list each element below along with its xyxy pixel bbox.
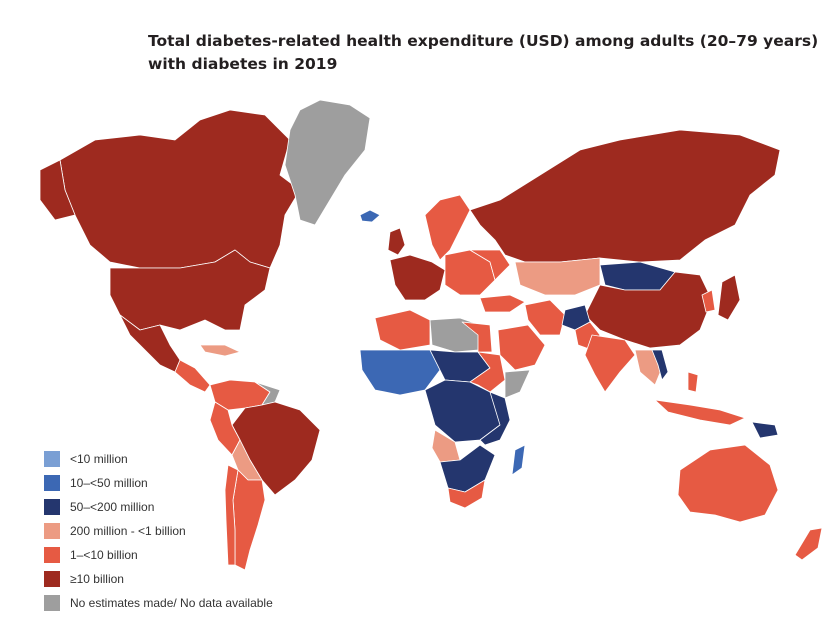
region-new-zealand — [794, 527, 823, 561]
legend-label: 200 million - <1 billion — [70, 524, 186, 538]
region-indonesia — [654, 399, 746, 426]
region-japan — [717, 274, 741, 321]
region-madagascar — [511, 444, 526, 476]
region-india — [584, 334, 636, 393]
region-western-europe — [389, 254, 446, 301]
region-ukraine — [469, 249, 511, 281]
map-title-line-2: with diabetes in 2019 — [148, 55, 338, 73]
legend-item-50-200m: 50–<200 million — [44, 495, 273, 519]
map-title-line-1: Total diabetes-related health expenditur… — [148, 32, 819, 50]
region-chile — [224, 464, 239, 566]
legend-item-lt10m: <10 million — [44, 447, 273, 471]
legend-item-no-data: No estimates made/ No data available — [44, 591, 273, 615]
map-legend: <10 million 10–<50 million 50–<200 milli… — [44, 447, 273, 615]
region-vietnam — [651, 349, 669, 381]
region-philippines — [687, 371, 699, 393]
region-east-africa — [479, 391, 511, 446]
legend-swatch — [44, 475, 60, 491]
region-russia — [469, 129, 781, 263]
map-title: Total diabetes-related health expenditur… — [148, 30, 818, 76]
region-sudan — [469, 351, 506, 393]
region-greenland — [284, 99, 371, 226]
legend-swatch — [44, 547, 60, 563]
legend-swatch — [44, 451, 60, 467]
legend-swatch — [44, 499, 60, 515]
legend-label: 1–<10 billion — [70, 548, 138, 562]
region-china — [584, 271, 713, 349]
region-caribbean — [199, 344, 241, 357]
legend-item-200m-1b: 200 million - <1 billion — [44, 519, 273, 543]
legend-swatch — [44, 523, 60, 539]
legend-label: 10–<50 million — [70, 476, 148, 490]
legend-label: <10 million — [70, 452, 128, 466]
legend-item-1-10b: 1–<10 billion — [44, 543, 273, 567]
legend-swatch — [44, 595, 60, 611]
region-central-america — [174, 359, 211, 393]
legend-label: No estimates made/ No data available — [70, 596, 273, 610]
region-papua-new-guinea — [751, 421, 779, 439]
region-uk — [387, 227, 406, 256]
legend-item-ge10b: ≥10 billion — [44, 567, 273, 591]
region-iran — [524, 299, 566, 336]
region-scandinavia — [424, 194, 471, 261]
region-alaska — [39, 159, 76, 221]
legend-label: ≥10 billion — [70, 572, 124, 586]
region-kazakhstan — [514, 257, 601, 296]
legend-label: 50–<200 million — [70, 500, 155, 514]
region-turkey — [479, 294, 526, 313]
region-australia — [677, 444, 779, 523]
region-horn-of-africa — [504, 369, 531, 399]
region-korea — [701, 289, 716, 313]
region-north-africa-west — [374, 309, 431, 351]
region-south-africa — [447, 479, 486, 509]
legend-item-10-50m: 10–<50 million — [44, 471, 273, 495]
legend-swatch — [44, 571, 60, 587]
region-canada — [59, 109, 301, 269]
region-iceland — [359, 209, 381, 223]
region-egypt — [461, 321, 493, 353]
world-map — [39, 99, 823, 571]
